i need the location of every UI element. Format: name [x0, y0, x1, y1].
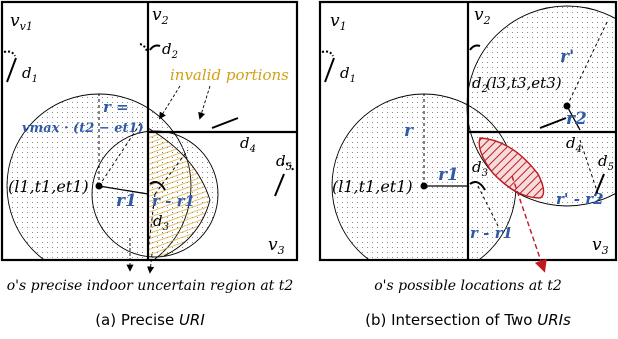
label-d5-a: d5 — [276, 152, 292, 173]
walls-b — [318, 0, 618, 262]
invalid-portions-label: invalid portions — [170, 66, 289, 84]
panel-b: v1 v2 v3 d1 d2 d3 d4 d5 (l3,t3,et3) (l1,… — [318, 0, 618, 329]
point-label-b2: (l3,t3,et3) — [486, 74, 562, 92]
label-d2-a: d2 — [162, 40, 178, 61]
v1-sub-a: v1 — [20, 20, 33, 33]
r1-label-a: r1 — [116, 191, 137, 211]
label-v3-a: v3 — [268, 235, 285, 257]
label-v3-b: v3 — [592, 235, 609, 257]
point-label-b1: (l1,t1,et1) — [332, 177, 413, 196]
label-v2-a: v2 — [152, 5, 169, 27]
panel-a: vv1 v2 v3 d1 d2 d3 d4 d5 r = vmax · (t2 … — [0, 0, 299, 329]
label-d4-a: d4 — [240, 134, 256, 155]
door-d2-a — [149, 44, 161, 51]
r-minus-r1-label-a: r - r1 — [152, 192, 195, 210]
label-v1-a: vv1 — [10, 11, 33, 33]
radius-formula-a: vmax · (t2 − et1) — [22, 121, 144, 136]
door-d3-a — [149, 181, 166, 191]
r1-label-b: r1 — [438, 165, 459, 185]
point-label-a: (l1,t1,et1) — [8, 177, 89, 196]
label-v2-b: v2 — [474, 5, 491, 27]
door-d1-a — [6, 57, 17, 83]
walls-a — [0, 0, 299, 262]
radius-eq-a: r = — [103, 98, 129, 116]
label-v1-b: v1 — [330, 11, 347, 33]
doors-b — [321, 44, 605, 197]
r-prime-minus-r2-label-b: r' - r2 — [556, 190, 604, 208]
door-d4-a — [211, 117, 239, 129]
doors-a — [3, 43, 294, 197]
intersection-region-b — [478, 137, 545, 199]
r-label-b: r — [404, 121, 414, 141]
invalid-portion-a — [148, 128, 210, 256]
r-minus-r1-label-b: r - r1 — [470, 224, 513, 242]
r-prime-label-b: r' — [560, 47, 574, 67]
label-d1-b: d1 — [340, 64, 356, 85]
subcaption-b: (b) Intersection of Two URIs — [365, 311, 571, 329]
r2-label-b: r2 — [566, 109, 587, 129]
location-point-a — [95, 182, 103, 190]
region-caption-a: o's precise indoor uncertain region at t… — [7, 278, 294, 294]
door-d5-a — [274, 173, 285, 197]
label-d1-a: d1 — [22, 64, 38, 85]
region-caption-b: o's possible locations at t2 — [374, 278, 562, 294]
location-point-b2 — [563, 102, 571, 110]
subcaption-a: (a) Precise URI — [95, 311, 205, 329]
location-point-b1 — [420, 182, 428, 190]
